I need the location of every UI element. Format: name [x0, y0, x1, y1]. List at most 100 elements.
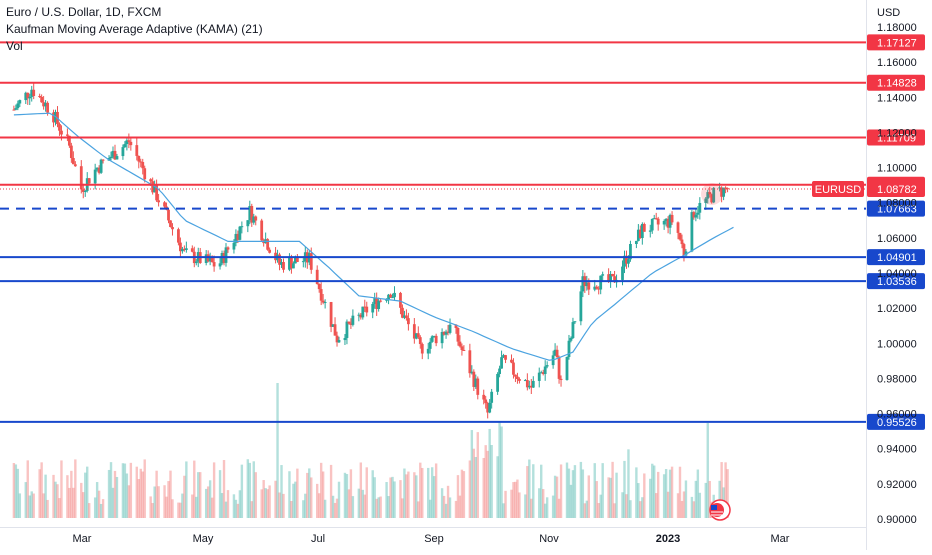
- volume-bar: [294, 481, 297, 518]
- volume-bar: [458, 495, 462, 518]
- volume-bar: [264, 488, 267, 518]
- volume-bar: [167, 481, 170, 518]
- volume-bar: [694, 480, 698, 518]
- candle: [347, 321, 351, 325]
- last-price-line[interactable]: EURUSD 1.08782: [0, 180, 925, 197]
- volume-bar: [615, 472, 618, 518]
- volume-bar: [543, 503, 547, 518]
- volume-bar: [434, 463, 438, 518]
- candle: [567, 334, 571, 360]
- candle: [24, 91, 28, 105]
- volume-bar: [280, 465, 283, 518]
- volume-bar: [74, 459, 77, 518]
- volume-bar: [56, 484, 59, 518]
- volume-bar: [206, 486, 210, 518]
- level-line[interactable]: 1.14828: [0, 74, 925, 91]
- symbol-title[interactable]: Euro / U.S. Dollar, 1D, FXCM: [6, 5, 162, 19]
- volume-bar: [623, 460, 626, 518]
- volume-bar: [476, 432, 479, 518]
- volume-bar: [581, 469, 585, 518]
- volume-bar: [551, 495, 555, 518]
- candle: [482, 389, 486, 405]
- volume-bar: [363, 494, 366, 518]
- level-line[interactable]: 0.95526: [0, 413, 925, 430]
- volume-bar: [82, 492, 85, 518]
- candle: [565, 356, 569, 381]
- volume-bar: [528, 459, 531, 518]
- volume-bar: [518, 492, 521, 518]
- x-tick-label: Mar: [73, 533, 92, 545]
- volume-bar: [197, 472, 200, 518]
- volume-bar: [708, 480, 711, 518]
- candle: [331, 324, 335, 327]
- candle: [141, 158, 145, 175]
- indicator-title[interactable]: Kaufman Moving Average Adaptive (KAMA) (…: [6, 22, 263, 36]
- volume-bar: [16, 468, 20, 518]
- price-axis[interactable]: USD 1.18000 1.16000 1.14000 1.12000 1.10000 1.…: [866, 0, 917, 550]
- candle: [44, 100, 47, 112]
- level-tag-label: 1.04901: [877, 252, 917, 264]
- candle: [537, 367, 541, 388]
- volume-bar: [248, 462, 251, 518]
- volume-title[interactable]: Vol: [6, 39, 23, 53]
- volume-bar: [401, 498, 404, 518]
- candle: [73, 161, 77, 167]
- candle: [488, 399, 492, 414]
- time-axis[interactable]: Mar May Jul Sep Nov 2023 Mar: [0, 527, 866, 546]
- level-line[interactable]: 1.07663: [0, 200, 925, 217]
- volume-bar: [692, 501, 696, 518]
- volume-bar: [567, 468, 571, 518]
- candle: [169, 220, 172, 228]
- volume-bar: [540, 464, 543, 518]
- markers: [701, 183, 731, 521]
- volume-bar: [32, 493, 35, 518]
- level-line[interactable]: 1.03536: [0, 273, 925, 290]
- volume-bar: [234, 499, 238, 518]
- level-tag-label: 1.03536: [877, 276, 917, 288]
- candle: [155, 179, 159, 202]
- volume-bar: [442, 495, 446, 518]
- last-price-tag: [867, 180, 925, 197]
- candle: [97, 165, 101, 175]
- volume-bar: [60, 460, 63, 518]
- candle: [573, 321, 577, 324]
- candle: [14, 104, 18, 111]
- volume-bar: [472, 448, 476, 518]
- volume-bar: [129, 462, 133, 518]
- candle: [541, 369, 545, 376]
- volume-bar: [296, 468, 299, 518]
- candle: [252, 213, 256, 225]
- candle: [379, 298, 383, 303]
- volume-bar: [720, 462, 723, 518]
- candle: [129, 136, 133, 151]
- level-line[interactable]: 1.04901: [0, 249, 925, 266]
- volume-bar: [80, 482, 83, 518]
- level-line[interactable]: 1.11709: [0, 129, 925, 146]
- horizontal-levels[interactable]: 1.17127 1.14828 1.11709 1.09021 1.07663 1.049…: [0, 34, 925, 430]
- volume-bar: [357, 488, 361, 518]
- level-line[interactable]: 1.17127: [0, 34, 925, 51]
- volume-bar: [676, 493, 680, 518]
- volume-bar: [573, 465, 577, 518]
- symbol-tag-label: EURUSD: [815, 184, 862, 196]
- volume-bar: [399, 480, 402, 518]
- candle: [292, 261, 295, 269]
- candle: [333, 317, 337, 336]
- y-tick-label: 1.08000: [877, 198, 917, 210]
- volume-bar: [365, 467, 368, 518]
- level-line[interactable]: 1.09021: [0, 176, 925, 193]
- volume-bar: [125, 473, 129, 518]
- candle: [32, 82, 36, 100]
- candle: [83, 189, 87, 197]
- volume-bar: [419, 462, 422, 518]
- candle: [194, 259, 198, 266]
- volume-bar: [58, 498, 61, 518]
- volume-bars: [12, 383, 729, 518]
- volume-bar: [262, 480, 265, 518]
- us-flag-event-icon[interactable]: [709, 499, 731, 521]
- candle: [240, 221, 244, 234]
- volume-bar: [361, 489, 364, 518]
- candle: [490, 388, 494, 409]
